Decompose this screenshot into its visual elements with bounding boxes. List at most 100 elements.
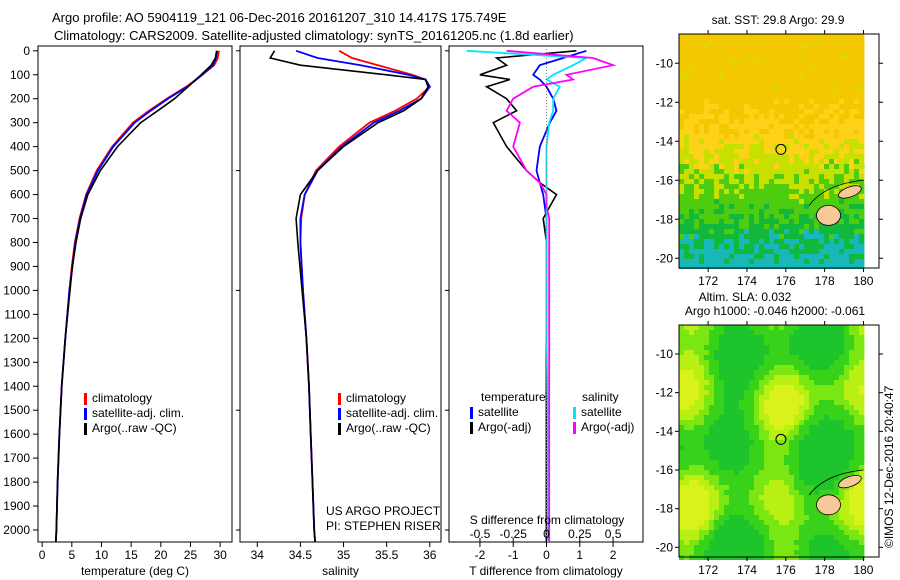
sst_map-cell	[779, 264, 784, 269]
sla_map-cell	[684, 365, 689, 370]
sst_map-cell	[739, 219, 744, 224]
sst_map-cell	[834, 44, 839, 49]
sla_map-cell	[784, 410, 789, 415]
sst_map-cell	[689, 234, 694, 239]
sla_map-cell	[749, 460, 754, 465]
sst_map-cell	[854, 64, 859, 69]
sla_map-cell	[704, 500, 709, 505]
sla_map-cell	[799, 390, 804, 395]
sst_map-cell	[794, 209, 799, 214]
sla_map-cell	[769, 380, 774, 385]
sla_map-cell	[694, 325, 699, 330]
sst_map-cell	[754, 84, 759, 89]
sla_map-cell	[804, 550, 809, 555]
sla_map-cell	[824, 455, 829, 460]
sst_map-cell	[739, 169, 744, 174]
sla_map-cell	[794, 505, 799, 510]
sla_map-cell	[739, 465, 744, 470]
sla_map-cell	[689, 465, 694, 470]
sla_map-cell	[819, 385, 824, 390]
sst_map-cell	[844, 259, 849, 264]
sla_map-cell	[789, 530, 794, 535]
sst_map-cell	[709, 39, 714, 44]
salinity-series-satellite-adj-clim-	[295, 49, 431, 543]
sst_map-cell	[839, 179, 844, 184]
sla_map-cell	[764, 380, 769, 385]
sst_map-cell	[789, 84, 794, 89]
sla_map-cell	[854, 330, 859, 335]
sla_map-cell	[824, 325, 829, 330]
sla_map-cell	[849, 485, 854, 490]
sla_map-cell	[839, 455, 844, 460]
sst_map-cell	[739, 64, 744, 69]
sla_map-cell	[859, 535, 864, 540]
sst_map-cell	[679, 99, 684, 104]
sst_map-cell	[734, 244, 739, 249]
sla_map-cell	[749, 365, 754, 370]
sla_map-cell	[859, 500, 864, 505]
sla_map-cell	[754, 360, 759, 365]
sla_map-cell	[799, 335, 804, 340]
sla_map-cell	[699, 485, 704, 490]
sst_map-cell	[824, 194, 829, 199]
sst_map-cell	[699, 79, 704, 84]
sla_map-cell	[749, 530, 754, 535]
sla_map-cell	[694, 480, 699, 485]
sst_map-cell	[774, 234, 779, 239]
sla_map-cell	[779, 440, 784, 445]
sst_map-cell	[804, 204, 809, 209]
sst_map-cell	[799, 244, 804, 249]
sst_map-cell	[774, 59, 779, 64]
sla_map-cell	[679, 545, 684, 550]
sla_map-cell	[834, 400, 839, 405]
salinity-series-argo-raw-qc-	[268, 50, 429, 543]
sla_map-cell	[759, 415, 764, 420]
sst_map-cell	[699, 194, 704, 199]
sst_map-cell	[854, 229, 859, 234]
sla_map-cell	[854, 355, 859, 360]
sst_map-cell	[819, 59, 824, 64]
sla_map-cell	[784, 495, 789, 500]
sst_map-cell	[694, 94, 699, 99]
sst_map-cell	[684, 214, 689, 219]
sla_map-cell	[729, 400, 734, 405]
sla_map-cell	[854, 335, 859, 340]
sla_map-cell	[814, 365, 819, 370]
sst_map-cell	[769, 219, 774, 224]
sst_map-cell	[704, 79, 709, 84]
salinity-xlabel: salinity	[322, 564, 359, 578]
sla_map-cell	[814, 410, 819, 415]
sla_map-cell	[719, 545, 724, 550]
sla_map-cell	[799, 475, 804, 480]
sla_map-cell	[749, 415, 754, 420]
sla_map-cell	[814, 535, 819, 540]
sla_map-cell	[849, 435, 854, 440]
sla_map-cell	[779, 365, 784, 370]
sla_map-cell	[804, 350, 809, 355]
sst_map-cell	[779, 129, 784, 134]
sla_map-cell	[829, 330, 834, 335]
difference-legend-label: satellite	[478, 405, 519, 419]
sst_map-cell	[819, 264, 824, 269]
sla_map-cell	[829, 485, 834, 490]
sla_map-cell	[744, 435, 749, 440]
sst_map-cell	[749, 164, 754, 169]
sla_map-cell	[774, 475, 779, 480]
sst_map-cell	[809, 209, 814, 214]
sst_map-cell	[834, 59, 839, 64]
sla_map-cell	[719, 355, 724, 360]
sst_map-cell	[829, 104, 834, 109]
sst_map-cell	[754, 129, 759, 134]
sst_map-cell	[759, 169, 764, 174]
sla_map-cell	[724, 355, 729, 360]
sla_map-cell	[684, 440, 689, 445]
sst_map-cell	[809, 94, 814, 99]
sla_map-cell	[849, 495, 854, 500]
sst_map-cell	[694, 204, 699, 209]
sla_map-cell	[739, 515, 744, 520]
sla_map-cell	[819, 335, 824, 340]
sla_map-cell	[774, 455, 779, 460]
sst_map-cell	[774, 64, 779, 69]
sst_map-cell	[759, 49, 764, 54]
sst_map-cell	[694, 59, 699, 64]
